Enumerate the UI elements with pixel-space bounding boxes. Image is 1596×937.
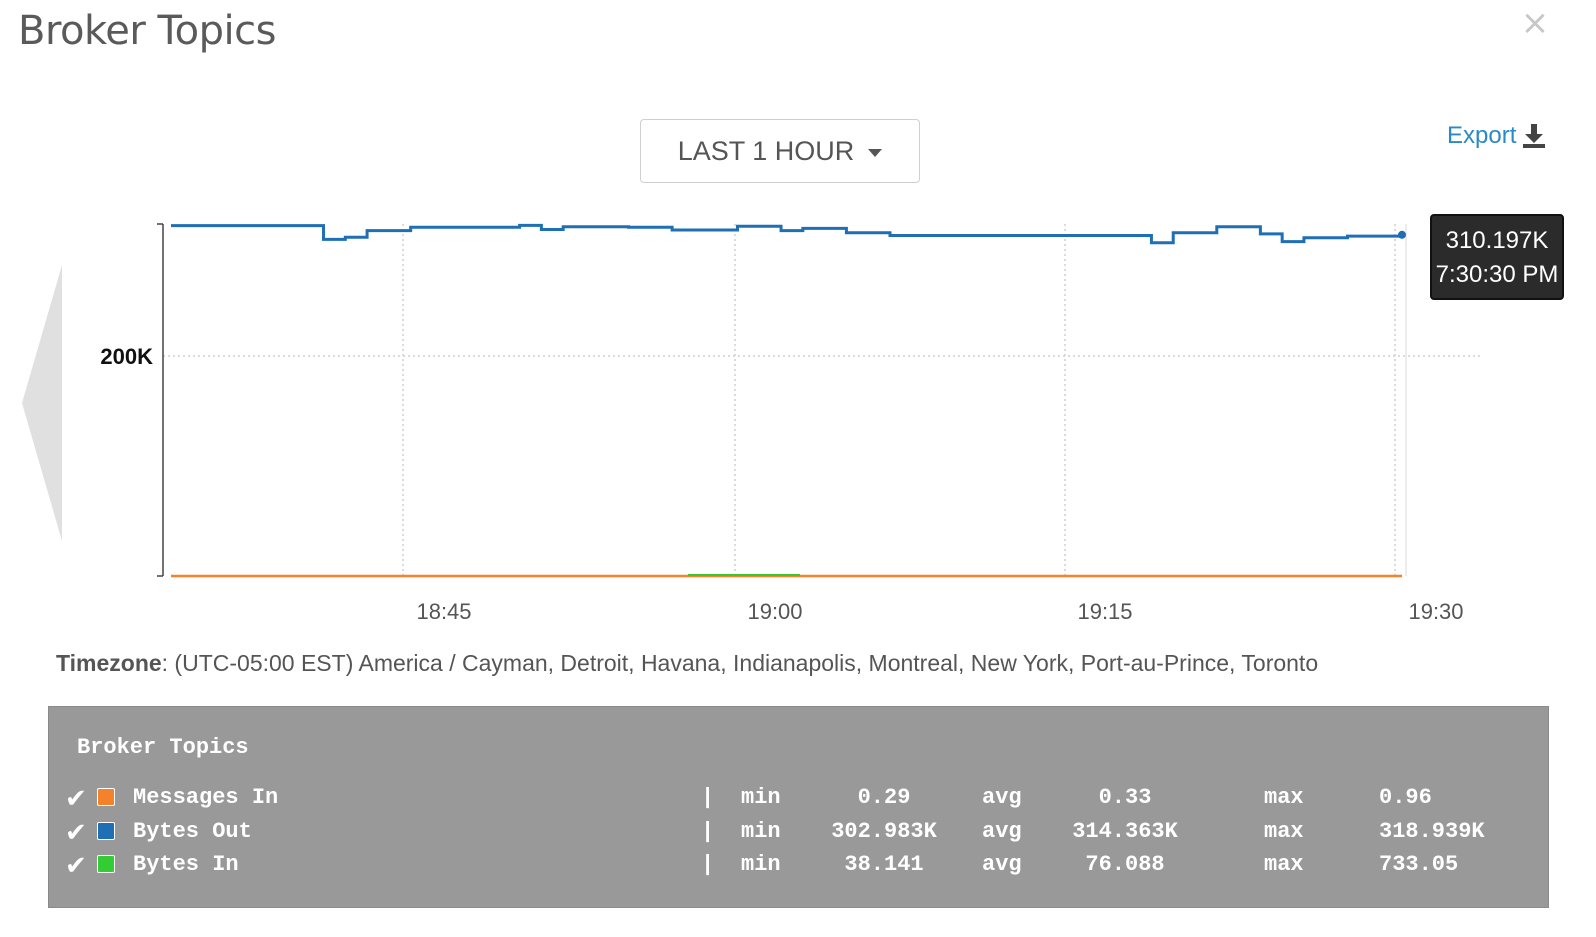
avg-label: avg — [982, 819, 1022, 844]
time-range-dropdown[interactable]: LAST 1 HOUR — [640, 119, 920, 183]
timezone-info: Timezone: (UTC-05:00 EST) America / Caym… — [56, 650, 1318, 677]
avg-label: avg — [982, 785, 1022, 810]
x-tick-label: 19:30 — [1408, 599, 1463, 624]
legend-title: Broker Topics — [77, 735, 249, 760]
line-chart: 18:45 19:00 19:15 19:30 200K — [100, 223, 1480, 624]
series-name: Bytes Out — [133, 819, 252, 844]
avg-value: 314.363K — [1072, 819, 1178, 844]
series-line-bytes-out — [171, 223, 1404, 245]
export-button[interactable]: Export — [1447, 122, 1546, 150]
y-tick-label: 200K — [100, 344, 153, 369]
max-value: 733.05 — [1379, 852, 1459, 877]
x-tick-label: 18:45 — [416, 599, 471, 624]
avg-label: avg — [982, 852, 1022, 877]
timezone-label: Timezone — [56, 650, 162, 676]
min-label: min — [741, 852, 781, 877]
series-color-swatch — [97, 788, 115, 806]
download-icon — [1523, 124, 1546, 148]
max-label: max — [1264, 819, 1304, 844]
max-label: max — [1264, 785, 1304, 810]
series-name: Bytes In — [133, 852, 239, 877]
series-color-swatch — [97, 822, 115, 840]
close-icon[interactable]: × — [1520, 3, 1550, 43]
avg-value: 76.088 — [1085, 852, 1165, 877]
min-value: 302.983K — [831, 819, 937, 844]
legend-row: ✔ Messages In | min 0.29 avg 0.33 max 0.… — [49, 785, 1548, 815]
checkmark-icon[interactable]: ✔ — [65, 851, 87, 881]
series-name: Messages In — [133, 785, 279, 810]
min-value: 0.29 — [857, 785, 911, 810]
export-label: Export — [1447, 122, 1517, 149]
hover-point — [1398, 230, 1406, 239]
caret-down-icon — [868, 148, 883, 157]
separator: | — [701, 819, 715, 844]
timezone-value: : (UTC-05:00 EST) America / Cayman, Detr… — [161, 650, 1319, 676]
tooltip-value: 310.197K — [1445, 227, 1549, 254]
min-value: 38.141 — [844, 852, 924, 877]
x-tick-label: 19:00 — [747, 599, 802, 624]
separator: | — [701, 785, 715, 810]
time-range-label: LAST 1 HOUR — [677, 135, 855, 166]
max-label: max — [1264, 852, 1304, 877]
x-tick-label: 19:15 — [1077, 599, 1132, 624]
legend-row: ✔ Bytes Out | min 302.983K avg 314.363K … — [49, 819, 1548, 849]
tooltip-time: 7:30:30 PM — [1435, 261, 1559, 288]
avg-value: 0.33 — [1098, 785, 1152, 810]
checkmark-icon[interactable]: ✔ — [65, 818, 87, 848]
checkmark-icon[interactable]: ✔ — [65, 784, 87, 814]
min-label: min — [741, 819, 781, 844]
chart-tooltip: 310.197K 7:30:30 PM — [1430, 214, 1564, 300]
legend-row: ✔ Bytes In | min 38.141 avg 76.088 max 7… — [49, 852, 1548, 882]
max-value: 318.939K — [1379, 819, 1485, 844]
min-label: min — [741, 785, 781, 810]
previous-period-arrow[interactable] — [22, 265, 64, 541]
series-color-swatch — [97, 855, 115, 873]
separator: | — [701, 852, 715, 877]
max-value: 0.96 — [1379, 785, 1432, 810]
page-title: Broker Topics — [18, 8, 276, 54]
legend-panel: Broker Topics ✔ Messages In | min 0.29 a… — [48, 706, 1549, 908]
